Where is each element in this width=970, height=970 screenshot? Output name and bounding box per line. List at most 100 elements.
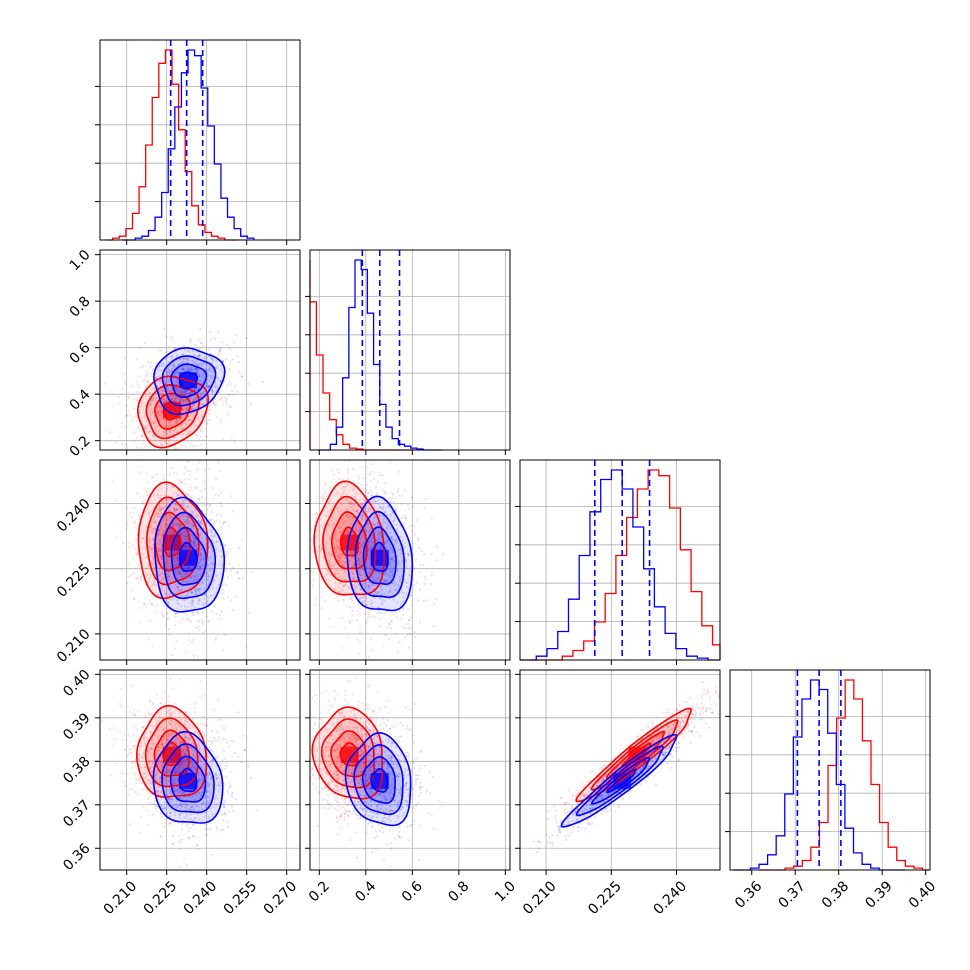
scatter-point (175, 639, 178, 642)
scatter-point (315, 511, 319, 515)
scatter-point (346, 472, 349, 475)
scatter-point (346, 477, 349, 480)
scatter-point (208, 582, 211, 585)
scatter-point (154, 527, 157, 530)
scatter-point (344, 532, 347, 536)
scatter-point (152, 538, 155, 541)
scatter-point (114, 441, 117, 444)
scatter-point (149, 372, 152, 375)
scatter-point (358, 560, 361, 563)
scatter-point (296, 522, 298, 524)
scatter-point (349, 522, 352, 526)
scatter-point (218, 563, 221, 566)
scatter-point (189, 470, 192, 473)
scatter-point (196, 515, 199, 518)
scatter-point (163, 327, 166, 330)
scatter-point (177, 568, 180, 572)
scatter-point (407, 626, 410, 629)
scatter-point (359, 626, 362, 629)
scatter-point (261, 380, 265, 383)
scatter-point (404, 517, 407, 520)
scatter-point (311, 555, 314, 559)
scatter-point (147, 407, 150, 410)
scatter-point (177, 363, 180, 366)
scatter-point (161, 612, 164, 615)
scatter-point (194, 589, 197, 592)
scatter-point (201, 376, 204, 379)
scatter-point (205, 544, 208, 548)
scatter-point (417, 599, 420, 602)
scatter-point (171, 433, 175, 436)
scatter-point (170, 394, 173, 397)
scatter-point (369, 569, 372, 573)
scatter-point (441, 553, 444, 556)
scatter-point (164, 380, 167, 383)
contour-red (154, 392, 191, 430)
scatter-point (339, 582, 343, 585)
scatter-point (330, 524, 334, 527)
scatter-point (250, 570, 253, 573)
scatter-point (374, 572, 377, 575)
scatter-point (159, 548, 162, 551)
scatter-point (178, 390, 182, 393)
scatter-point (198, 588, 201, 591)
scatter-point (186, 618, 189, 621)
scatter-point (383, 573, 386, 576)
scatter-point (147, 577, 150, 580)
scatter-point (305, 544, 307, 546)
scatter-point (199, 566, 202, 569)
scatter-point (147, 638, 150, 641)
scatter-point (150, 402, 153, 405)
scatter-point (354, 529, 357, 532)
scatter-point (185, 423, 188, 426)
scatter-point (218, 469, 221, 473)
scatter-point (348, 519, 351, 522)
scatter-point (190, 405, 193, 408)
scatter-point (147, 564, 151, 568)
scatter-point (354, 527, 357, 530)
scatter-point (160, 589, 163, 592)
scatter-point (229, 393, 232, 397)
scatter-point (322, 493, 325, 496)
scatter-point (190, 436, 193, 439)
scatter-point (321, 495, 324, 498)
scatter-point (404, 627, 407, 630)
panel-frame (309, 249, 511, 451)
scatter-point (197, 588, 200, 592)
scatter-point (390, 547, 393, 550)
scatter-point (199, 565, 202, 569)
scatter-point (230, 436, 233, 439)
scatter-point (160, 556, 163, 559)
scatter-point (220, 610, 223, 613)
scatter-point (327, 569, 330, 572)
scatter-point (236, 355, 239, 358)
scatter-point (315, 500, 318, 503)
scatter-point (169, 562, 172, 566)
scatter-point (211, 587, 214, 590)
gridlines (520, 460, 720, 660)
scatter-point (387, 594, 390, 597)
scatter-point (190, 366, 193, 370)
scatter-point (108, 727, 112, 730)
scatter-point (203, 588, 207, 591)
scatter-point (182, 370, 186, 373)
scatter-point (180, 588, 183, 592)
scatter-point (221, 396, 224, 399)
scatter-point (361, 534, 364, 538)
scatter-point (208, 468, 211, 471)
scatter-point (328, 485, 331, 488)
scatter-point (181, 532, 184, 535)
scatter-point (171, 687, 174, 690)
scatter-point (359, 550, 362, 554)
scatter-point (433, 602, 436, 605)
scatter-point (149, 452, 151, 454)
scatter-point (374, 508, 377, 511)
scatter-point (221, 563, 224, 566)
scatter-point (354, 491, 358, 494)
scatter-point (170, 335, 173, 338)
scatter-point (357, 482, 361, 485)
scatter-point (184, 482, 187, 485)
scatter-point (228, 347, 231, 350)
scatter-point (200, 341, 203, 345)
scatter-point (125, 415, 128, 419)
